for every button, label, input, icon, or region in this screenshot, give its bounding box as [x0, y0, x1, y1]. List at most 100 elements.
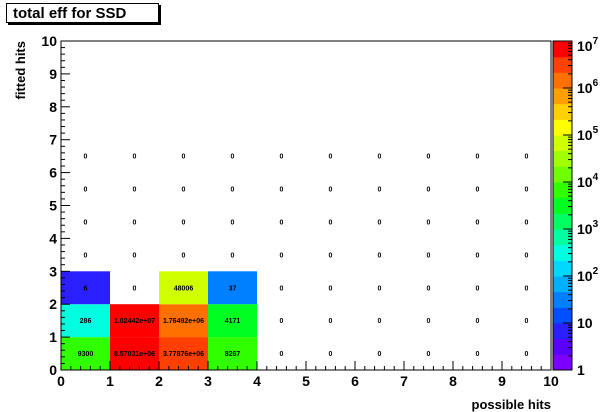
- palette-tick-label: 105: [577, 125, 599, 143]
- x-tick-label: 3: [204, 373, 212, 389]
- zero-label: 0: [476, 154, 480, 161]
- palette-swatch: [553, 103, 572, 120]
- heatmap-cell: [208, 304, 257, 338]
- palette-swatch: [553, 56, 572, 73]
- x-tick-label: 2: [155, 373, 163, 389]
- palette-swatch: [553, 182, 572, 199]
- zero-label: 0: [378, 154, 382, 161]
- zero-label: 0: [525, 285, 529, 292]
- zero-label: 0: [427, 252, 431, 259]
- zero-label: 0: [329, 351, 333, 358]
- zero-label: 0: [231, 219, 235, 226]
- zero-label: 0: [133, 252, 137, 259]
- zero-label: 0: [476, 187, 480, 194]
- palette-swatch: [553, 197, 572, 214]
- x-tick-label: 5: [302, 373, 310, 389]
- palette-tick-base: 10: [577, 127, 593, 143]
- zero-labels: 0 0 0 0 0 0 0 0 0 0 0 0 0 0 0 0 0 0 0 0 0 0 0 0 0 0 0 0 0 0 0 0 0 0 0 0 0 0 0 0…: [84, 154, 529, 358]
- palette-swatch: [553, 135, 572, 152]
- zero-label: 0: [84, 252, 88, 259]
- cell-value-label: 37: [229, 285, 237, 292]
- heatmap-cell: [159, 337, 208, 370]
- heatmap-cell: [110, 337, 159, 370]
- heatmap-cell: [110, 304, 159, 338]
- zero-label: 0: [378, 219, 382, 226]
- cell-value-label: 48006: [174, 285, 194, 292]
- zero-label: 0: [182, 219, 186, 226]
- zero-label: 0: [378, 187, 382, 194]
- palette-tick-exponent: 3: [593, 219, 599, 230]
- x-tick-label: 9: [498, 373, 506, 389]
- x-tick-label: 0: [57, 373, 65, 389]
- chart-title: total eff for SSD: [6, 3, 159, 23]
- zero-label: 0: [280, 285, 284, 292]
- palette-tick-label: 106: [577, 78, 599, 96]
- cell-value-label: 8.57031e+06: [114, 351, 155, 358]
- zero-label: 0: [476, 285, 480, 292]
- heatmap-cell: [61, 304, 110, 338]
- zero-label: 0: [329, 285, 333, 292]
- zero-label: 0: [280, 219, 284, 226]
- zero-label: 0: [280, 252, 284, 259]
- palette-swatch: [553, 41, 572, 58]
- cell-labels: 9300 8.57031e+06 3.77876e+06 8267 286 1.02442…: [78, 285, 241, 358]
- cell-value-label: 0: [133, 285, 137, 292]
- palette-frame: [552, 40, 573, 371]
- zero-label: 0: [378, 252, 382, 259]
- palette-swatch: [553, 260, 572, 277]
- cell-value-label: 8267: [225, 351, 241, 358]
- zero-label: 0: [329, 252, 333, 259]
- zero-label: 0: [329, 318, 333, 325]
- palette-swatch: [553, 323, 572, 340]
- y-tick-label: 3: [49, 263, 57, 279]
- zero-label: 0: [280, 318, 284, 325]
- y-tick-label: 0: [49, 362, 57, 378]
- palette-tick-base: 10: [577, 38, 593, 54]
- palette-tick-exponent: 4: [593, 172, 599, 183]
- palette-tick-label: 107: [577, 36, 599, 54]
- cell-value-label: 286: [80, 318, 92, 325]
- zero-label: 0: [231, 187, 235, 194]
- y-tick-label: 1: [49, 329, 57, 345]
- palette-tick-exponent: 2: [593, 266, 599, 277]
- zero-label: 0: [476, 252, 480, 259]
- zero-label: 0: [133, 154, 137, 161]
- palette-tick-label: 10: [577, 315, 593, 331]
- palette-tick-label: 102: [577, 266, 599, 284]
- zero-label: 0: [476, 318, 480, 325]
- palette-tick-base: 10: [577, 315, 593, 331]
- zero-label: 0: [84, 154, 88, 161]
- heatmap-cell: [159, 304, 208, 338]
- zero-label: 0: [476, 351, 480, 358]
- x-axis: 0 1 2 3 4 5 6 7 8 9 10: [57, 361, 559, 389]
- x-tick-label: 8: [449, 373, 457, 389]
- zero-label: 0: [84, 187, 88, 194]
- zero-label: 0: [427, 187, 431, 194]
- palette-tick-label: 1: [577, 362, 585, 378]
- cell-value-label: 3.77876e+06: [163, 351, 204, 358]
- zero-label: 0: [525, 154, 529, 161]
- palette-swatch: [553, 291, 572, 308]
- x-axis-title: possible hits: [472, 397, 551, 412]
- palette-swatch: [553, 119, 572, 136]
- zero-label: 0: [525, 187, 529, 194]
- zero-label: 0: [84, 219, 88, 226]
- zero-label: 0: [427, 219, 431, 226]
- zero-label: 0: [427, 285, 431, 292]
- palette-swatch: [553, 276, 572, 293]
- palette-swatch: [553, 354, 572, 371]
- zero-label: 0: [133, 187, 137, 194]
- zero-label: 0: [231, 154, 235, 161]
- palette-swatch: [553, 166, 572, 183]
- zero-label: 0: [231, 252, 235, 259]
- y-tick-label: 9: [49, 66, 57, 82]
- palette-tick-base: 10: [577, 221, 593, 237]
- palette-tick-exponent: 5: [593, 125, 599, 136]
- palette-swatch: [553, 150, 572, 167]
- heatmap-cell: [208, 271, 257, 305]
- y-axis-title: fitted hits: [13, 41, 28, 100]
- palette-swatch: [553, 338, 572, 355]
- palette-swatch: [553, 229, 572, 246]
